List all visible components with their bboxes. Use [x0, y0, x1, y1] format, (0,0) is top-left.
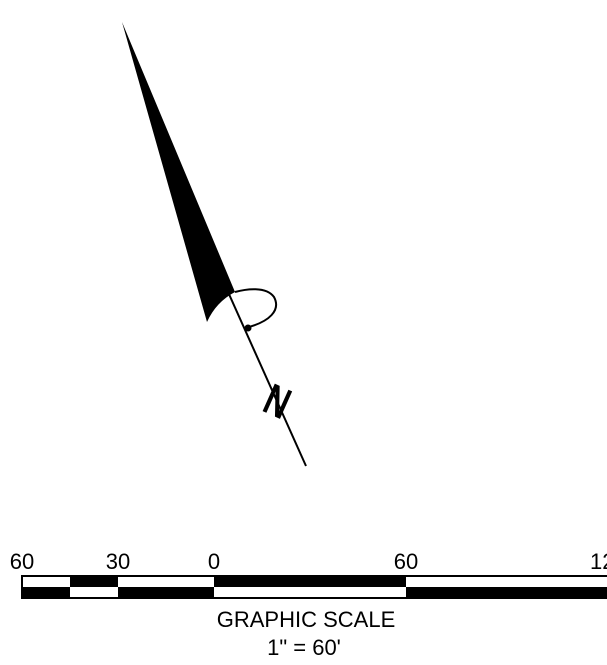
- scale-tick-label: 0: [208, 549, 220, 574]
- scale-segment-white: [214, 587, 406, 598]
- scale-segment-black: [406, 587, 607, 598]
- scale-segment-white: [22, 576, 70, 587]
- scale-tick-label: 60: [394, 549, 418, 574]
- scale-segment-black: [214, 576, 406, 587]
- scale-tick-label: 30: [106, 549, 130, 574]
- scale-segment-white: [118, 576, 214, 587]
- north-arrow-meridian-line: [206, 244, 307, 467]
- scale-tick-label: 120: [590, 549, 607, 574]
- scale-ratio: 1" = 60': [267, 635, 341, 660]
- scale-title: GRAPHIC SCALE: [217, 607, 396, 632]
- scale-segment-black: [70, 576, 118, 587]
- scale-bar-outline: [21, 575, 607, 599]
- graphic-scale-bar: 60 30 0 60 120 GRAPHIC SCALE 1" = 60': [10, 549, 607, 660]
- scale-tick-label: 60: [10, 549, 34, 574]
- scale-segment-black: [22, 587, 70, 598]
- scale-segment-black: [118, 587, 214, 598]
- north-arrow-blade: [122, 22, 235, 322]
- north-arrow-loop: [234, 288, 277, 329]
- scale-bar-segments: [21, 575, 607, 599]
- north-arrow: N: [122, 22, 307, 467]
- scale-segment-white: [70, 587, 118, 598]
- north-letter: N: [256, 375, 297, 429]
- north-arrow-pivot-dot: [244, 324, 252, 332]
- scale-segment-white: [406, 576, 607, 587]
